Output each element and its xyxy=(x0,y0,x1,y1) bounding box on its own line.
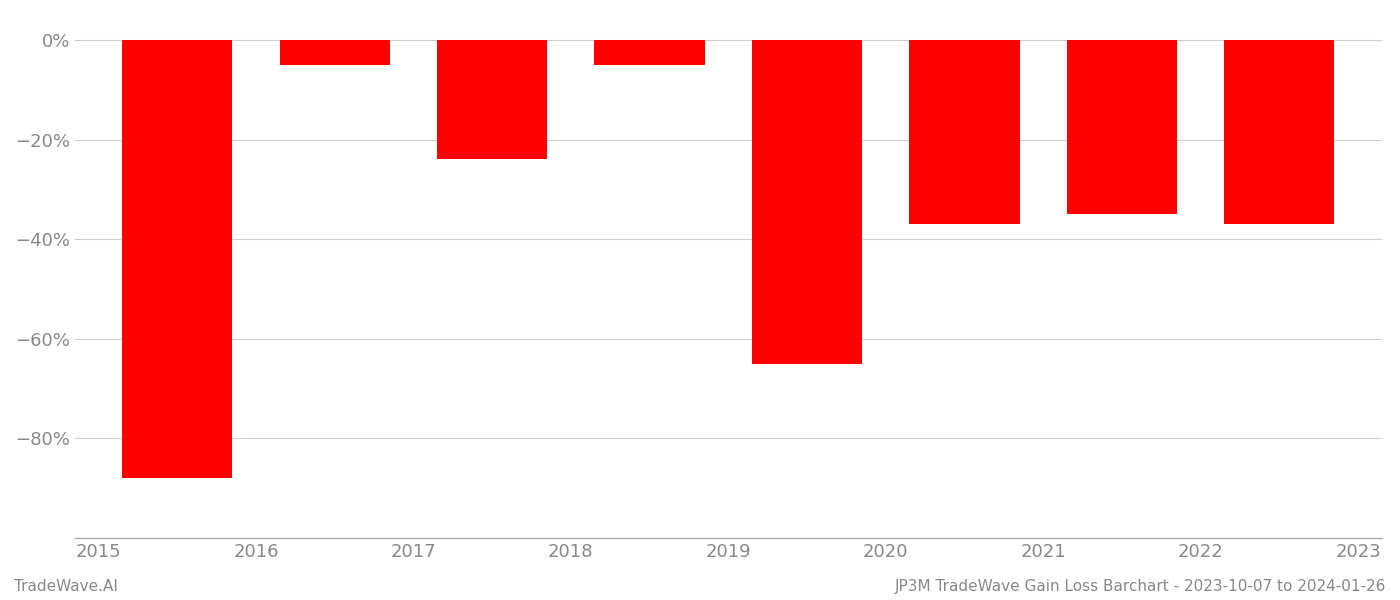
Text: TradeWave.AI: TradeWave.AI xyxy=(14,579,118,594)
Bar xyxy=(280,40,389,65)
Bar xyxy=(1067,40,1177,214)
Bar xyxy=(1224,40,1334,224)
Bar xyxy=(122,40,232,478)
Bar xyxy=(752,40,862,364)
Bar xyxy=(910,40,1019,224)
Bar xyxy=(437,40,547,160)
Text: JP3M TradeWave Gain Loss Barchart - 2023-10-07 to 2024-01-26: JP3M TradeWave Gain Loss Barchart - 2023… xyxy=(895,579,1386,594)
Bar xyxy=(595,40,704,65)
